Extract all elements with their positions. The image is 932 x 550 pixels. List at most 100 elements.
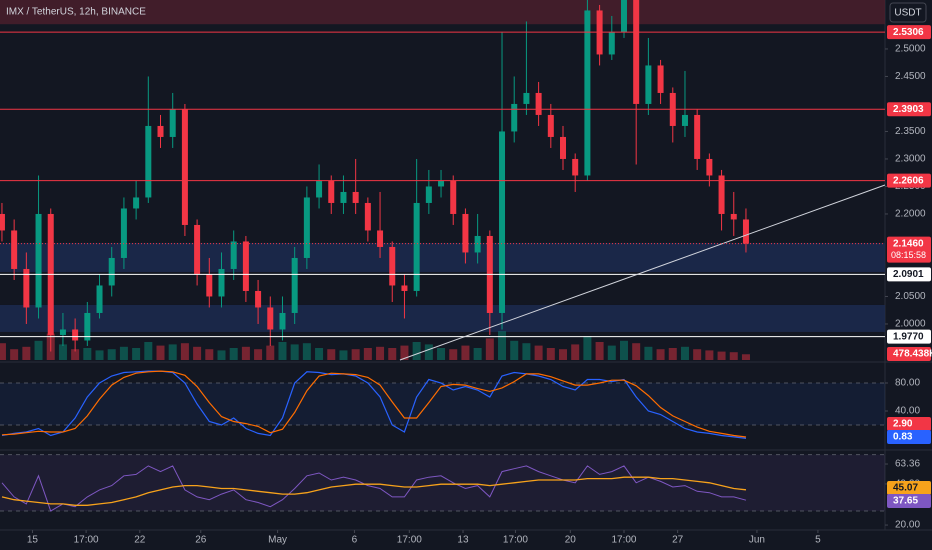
stoch-k-tag-bg (887, 430, 931, 444)
candle-body (120, 208, 127, 258)
zone (0, 0, 885, 25)
candle-body (340, 191, 347, 203)
candle-body (462, 213, 469, 253)
y-tick-label: 2.4500 (895, 71, 926, 82)
x-tick-label: 17:00 (611, 535, 636, 546)
candle-body (84, 312, 91, 341)
price-tag: 2.1460 (893, 238, 924, 249)
stoch-d-tag: 2.90 (893, 419, 913, 430)
volume-bar (315, 348, 324, 360)
volume-tag: 478.438K (893, 349, 932, 360)
volume-tag-bg (887, 347, 931, 361)
volume-bar (95, 350, 104, 360)
price-countdown: 08:15:58 (891, 250, 926, 260)
x-tick-label: 6 (352, 535, 358, 546)
volume-bar (571, 344, 580, 360)
y-tick-label: 2.0500 (895, 291, 926, 302)
candle-body (23, 268, 30, 308)
candle-body (730, 213, 737, 220)
x-tick-label: 26 (195, 535, 207, 546)
candle-body (499, 131, 506, 313)
rsi-ma-tag: 45.07 (893, 483, 918, 494)
candle-body (206, 274, 213, 297)
volume-bar (83, 348, 92, 360)
volume-bar (693, 349, 702, 360)
candle-body (620, 0, 627, 33)
volume-bar (241, 346, 250, 360)
candle-body (523, 92, 530, 104)
candle-body (413, 202, 420, 291)
volume-bar (449, 349, 458, 360)
y-tick-label: 40.00 (895, 406, 920, 417)
volume-bar (510, 340, 519, 360)
rsi-ma-tag-bg (887, 481, 931, 495)
volume-bar (741, 354, 750, 360)
zone (0, 242, 885, 272)
y-tick-label: 2.5000 (895, 44, 926, 55)
candle-body (11, 230, 18, 269)
candle-body (291, 257, 298, 313)
x-tick-label: 20 (565, 535, 577, 546)
x-tick-label: 22 (134, 535, 146, 546)
y-tick-label: 2.3500 (895, 126, 926, 137)
candle-body (474, 235, 481, 253)
x-tick-label: 27 (672, 535, 684, 546)
volume-bar (644, 346, 653, 360)
currency-button[interactable] (889, 2, 927, 23)
candle-body (181, 109, 188, 225)
volume-bar (0, 343, 6, 360)
level-tag-bg (887, 329, 931, 344)
candle-body (511, 103, 518, 132)
candle-body (328, 180, 335, 203)
rsi-line (1, 465, 747, 512)
candle-body (72, 329, 79, 341)
volume-bar (58, 344, 67, 360)
volume-bar (607, 345, 616, 360)
volume-bar (388, 348, 397, 360)
volume-bar (668, 348, 677, 360)
stoch-k-tag: 0.83 (893, 432, 913, 443)
y-tick-label: 20.00 (895, 520, 920, 531)
y-tick-label: 80.00 (895, 378, 920, 389)
volume-bar (534, 345, 543, 360)
level-tag-bg (887, 102, 931, 117)
chart-title: IMX / TetherUS, 12h, BINANCE (6, 7, 146, 18)
candle-body (389, 246, 396, 286)
y-tick-label: 2.3000 (895, 154, 926, 165)
volume-bar (193, 346, 202, 360)
candle-body (547, 114, 554, 137)
candle-body (694, 114, 701, 159)
trendline (399, 184, 886, 361)
volume-bar (107, 349, 116, 360)
rsi-band (0, 454, 885, 511)
level-tag: 2.5306 (893, 27, 924, 38)
volume-bar (498, 331, 507, 360)
level-tag: 2.3903 (893, 104, 924, 115)
volume-bar (132, 348, 141, 360)
x-tick-label: 17:00 (397, 535, 422, 546)
candle-body (425, 186, 432, 203)
x-tick-label: 5 (815, 535, 821, 546)
candle-body (450, 180, 457, 214)
volume-bar (229, 348, 238, 360)
candle-body (35, 213, 42, 308)
volume-bar (424, 344, 433, 360)
x-tick-label: Jun (749, 535, 765, 546)
candle-body (169, 109, 176, 137)
volume-bar (485, 338, 494, 360)
volume-bar (559, 349, 568, 360)
candle-body (657, 65, 664, 93)
candle-body (352, 191, 359, 203)
stoch-d-tag-bg (887, 417, 931, 431)
candle-body (718, 175, 725, 214)
candle-body (364, 202, 371, 231)
currency-button-label[interactable]: USDT (894, 8, 921, 19)
candle-body (560, 136, 567, 159)
level-tag: 2.2606 (893, 175, 924, 186)
candle-body (157, 125, 164, 137)
volume-bar (254, 349, 263, 360)
stoch-band (0, 382, 885, 426)
y-tick-label: 2.2000 (895, 209, 926, 220)
